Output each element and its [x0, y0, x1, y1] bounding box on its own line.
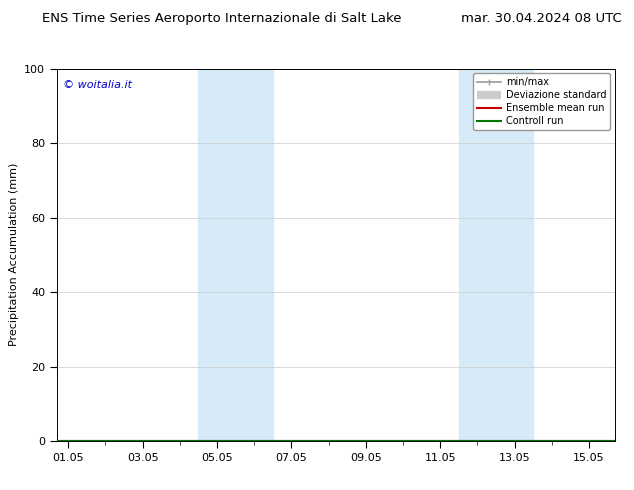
Y-axis label: Precipitation Accumulation (mm): Precipitation Accumulation (mm) [9, 163, 18, 346]
Text: mar. 30.04.2024 08 UTC: mar. 30.04.2024 08 UTC [460, 12, 621, 25]
Legend: min/max, Deviazione standard, Ensemble mean run, Controll run: min/max, Deviazione standard, Ensemble m… [473, 74, 610, 130]
Text: ENS Time Series Aeroporto Internazionale di Salt Lake: ENS Time Series Aeroporto Internazionale… [42, 12, 402, 25]
Bar [459, 69, 533, 441]
Text: © woitalia.it: © woitalia.it [63, 80, 132, 90]
Bar [198, 69, 273, 441]
